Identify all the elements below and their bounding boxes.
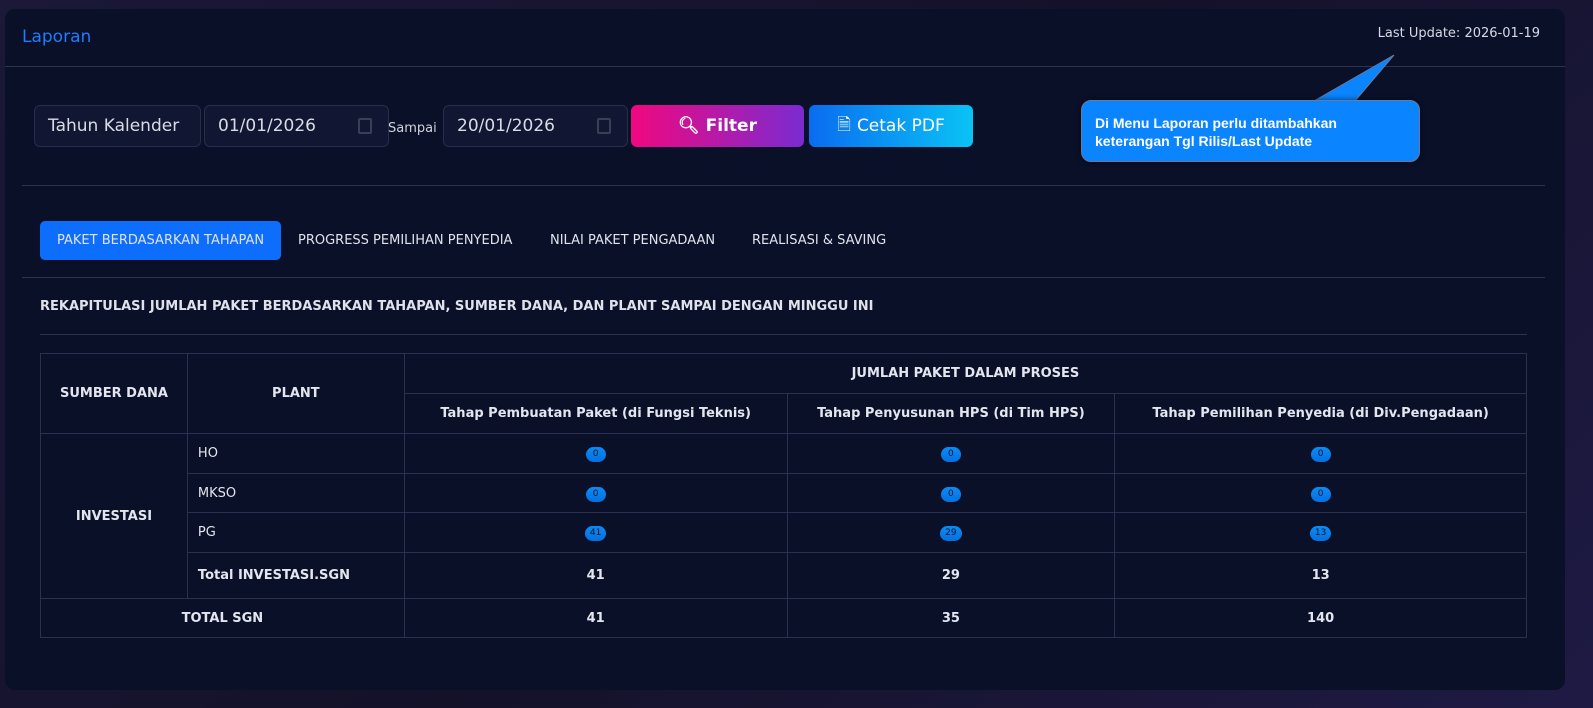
subtotal-value: 13 (1114, 552, 1527, 599)
count-badge: 0 (940, 447, 961, 462)
count-badge: 0 (1310, 486, 1331, 502)
subtotal-row: Total INVESTASI.SGN 41 29 13 (41, 552, 1527, 599)
period-type-select[interactable]: Tahun Kalender (34, 105, 201, 147)
total-value: 35 (786, 598, 1116, 638)
count-badge: 0 (585, 447, 606, 462)
divider (40, 334, 1527, 335)
divider (5, 66, 1565, 67)
count-badge: 29 (940, 526, 962, 541)
total-row: TOTAL SGN 41 35 140 (40, 598, 1527, 638)
header-sumber-dana: SUMBER DANA (40, 353, 188, 434)
tab-progress-pemilihan[interactable]: PROGRESS PEMILIHAN PENYEDIA (298, 233, 513, 248)
date-from-input[interactable]: 01/01/2026 (204, 105, 389, 147)
table-row: MKSO 0 0 0 (41, 473, 1527, 513)
count-badge: 13 (1309, 526, 1332, 541)
group-investasi: INVESTASI (40, 433, 188, 599)
count-badge: 0 (585, 486, 606, 502)
tab-realisasi-saving[interactable]: REALISASI & SAVING (752, 233, 887, 248)
header-col: Tahap Pemilihan Penyedia (di Div.Pengada… (1114, 393, 1527, 434)
print-pdf-button[interactable]: 🗎 Cetak PDF (809, 105, 973, 147)
search-icon: 🔍︎ (678, 116, 700, 136)
annotation-callout: Di Menu Laporan perlu ditambahkan ketera… (1081, 100, 1420, 162)
table-row: PG 41 29 13 (41, 512, 1527, 553)
tab-nilai-paket[interactable]: NILAI PAKET PENGADAAN (550, 233, 716, 248)
section-title: REKAPITULASI JUMLAH PAKET BERDASARKAN TA… (40, 299, 874, 314)
plant-cell: HO (186, 433, 405, 474)
header-plant: PLANT (186, 353, 405, 434)
divider (22, 277, 1545, 278)
tab-paket-tahapan[interactable]: PAKET BERDASARKAN TAHAPAN (40, 221, 282, 260)
date-to-value: 20/01/2026 (457, 116, 555, 136)
header-col: Tahap Penyusunan HPS (di Tim HPS) (786, 393, 1116, 434)
plant-cell: PG (186, 512, 405, 553)
filter-button[interactable]: 🔍︎ Filter (631, 105, 804, 147)
last-update: Last Update: 2026-01-19 (1377, 26, 1540, 41)
count-badge: 41 (584, 526, 607, 541)
count-badge: 0 (940, 486, 961, 502)
callout-line: Di Menu Laporan perlu ditambahkan (1095, 115, 1337, 131)
date-from-value: 01/01/2026 (218, 116, 316, 136)
date-to-input[interactable]: 20/01/2026 (443, 105, 628, 147)
subtotal-label: Total INVESTASI.SGN (186, 552, 405, 599)
subtotal-value: 41 (403, 552, 788, 599)
recap-table: SUMBER DANA PLANT JUMLAH PAKET DALAM PRO… (40, 353, 1528, 638)
calendar-icon[interactable] (358, 118, 372, 134)
total-value: 140 (1114, 598, 1527, 638)
subtotal-value: 29 (786, 552, 1116, 599)
page-title: Laporan (22, 27, 92, 47)
divider (22, 185, 1545, 186)
total-label: TOTAL SGN (40, 598, 405, 638)
calendar-icon[interactable] (597, 118, 611, 134)
callout-tail (1312, 54, 1395, 102)
count-badge: 0 (1310, 447, 1331, 462)
total-value: 41 (403, 598, 788, 638)
header-jumlah-paket: JUMLAH PAKET DALAM PROSES (403, 353, 1528, 394)
file-pdf-icon: 🗎 (837, 114, 851, 135)
header-col: Tahap Pembuatan Paket (di Fungsi Teknis) (403, 393, 788, 434)
sampai-label: Sampai (388, 121, 437, 136)
plant-cell: MKSO (186, 473, 405, 513)
callout-line: keterangan Tgl Rilis/Last Update (1095, 133, 1313, 149)
table-row: INVESTASI HO 0 0 0 (40, 433, 1527, 599)
